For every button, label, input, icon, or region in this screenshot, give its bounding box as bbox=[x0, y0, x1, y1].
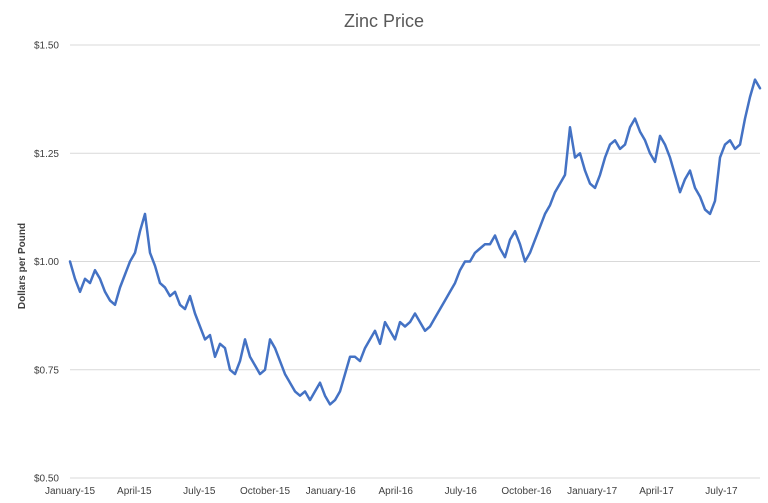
x-tick-label: April-17 bbox=[639, 486, 674, 497]
x-tick-label: July-15 bbox=[183, 486, 216, 497]
y-tick-label: $1.00 bbox=[34, 257, 59, 268]
y-tick-label: $1.50 bbox=[34, 41, 59, 52]
y-axis-tick-labels: $0.50 $0.75 $1.00 $1.25 $1.50 bbox=[34, 41, 59, 485]
zinc-price-series bbox=[68, 78, 762, 406]
x-tick-label: January-17 bbox=[567, 486, 617, 497]
y-tick-label: $1.25 bbox=[34, 149, 59, 160]
x-tick-label: October-15 bbox=[240, 486, 290, 497]
x-tick-label: October-16 bbox=[501, 486, 551, 497]
y-axis-label: Dollars per Pound bbox=[17, 223, 28, 309]
horizontal-grid-lines bbox=[70, 44, 760, 479]
x-tick-label: April-16 bbox=[378, 486, 413, 497]
x-tick-label: April-15 bbox=[117, 486, 152, 497]
x-axis-tick-labels: January-15 April-15 July-15 October-15 Janua… bbox=[45, 486, 738, 497]
x-tick-label: July-16 bbox=[445, 486, 478, 497]
x-tick-label: January-16 bbox=[306, 486, 356, 497]
series-line bbox=[68, 78, 762, 406]
chart-title: Zinc Price bbox=[344, 11, 424, 31]
x-tick-label: January-15 bbox=[45, 486, 95, 497]
x-tick-label: July-17 bbox=[705, 486, 738, 497]
y-tick-label: $0.50 bbox=[34, 474, 59, 485]
y-tick-label: $0.75 bbox=[34, 365, 59, 376]
